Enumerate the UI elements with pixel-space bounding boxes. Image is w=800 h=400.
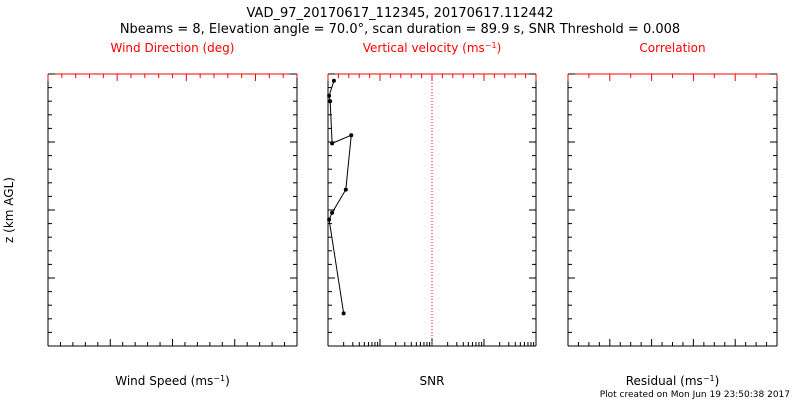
- snr-data-point: [328, 99, 333, 104]
- snr-data-point: [349, 133, 354, 138]
- snr-profile-segment: [328, 219, 345, 314]
- chart-title-line2: Nbeams = 8, Elevation angle = 70.0°, sca…: [120, 22, 680, 37]
- snr-data-point: [327, 217, 332, 222]
- x-axis-label: Residual (ms−1): [626, 374, 720, 389]
- x-axis-label: SNR: [420, 374, 445, 388]
- snr-profile-segment: [345, 135, 352, 190]
- snr-data-point: [341, 311, 346, 316]
- top-axis-label: Vertical velocity (ms−1): [363, 41, 502, 56]
- snr-data-point: [330, 210, 335, 215]
- x-axis-label: Wind Speed (ms−1): [115, 374, 230, 389]
- snr-data-point: [330, 141, 335, 146]
- snr-data-point: [331, 78, 336, 83]
- snr-data-point: [343, 187, 348, 192]
- snr-data-point: [327, 93, 332, 98]
- snr-profile-segment: [328, 80, 335, 96]
- top-axis-label: Wind Direction (deg): [111, 41, 235, 55]
- y-axis-label: z (km AGL): [2, 177, 16, 243]
- snr-profile-segment: [331, 189, 347, 213]
- top-axis-label: Correlation: [639, 41, 705, 55]
- snr-profile-segment: [329, 101, 333, 144]
- panels: Wind Speed (ms−1) Wind Direction (deg) SNR…: [47, 41, 778, 389]
- footer-timestamp: Plot created on Mon Jun 19 23:50:38 2017: [600, 390, 790, 400]
- chart-title-line1: VAD_97_20170617_112345, 20170617.112442: [247, 6, 554, 21]
- snr-profile-segment: [331, 134, 352, 144]
